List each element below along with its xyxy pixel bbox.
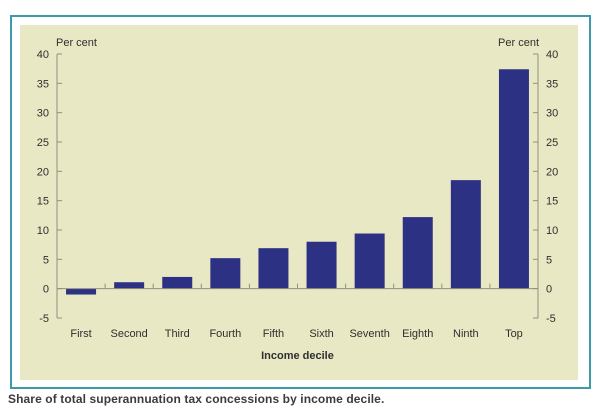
y-tick-label-left: 10 — [37, 225, 49, 237]
bar-seventh — [354, 233, 385, 289]
y-tick-label-left: 5 — [43, 254, 49, 266]
y-tick-label-left: 15 — [37, 196, 49, 208]
bar-top — [498, 69, 529, 289]
chart-panel: -5 -5 0 0 5 5 10 10 15 15 20 20 25 25 30 30 35 35 40 40 Firs… — [20, 25, 578, 380]
y-tick-label-left: 20 — [37, 166, 49, 178]
y-tick-label-right: 35 — [546, 78, 558, 90]
y-tick-label-left: 30 — [37, 108, 49, 120]
y-tick-label-right: -5 — [546, 313, 556, 325]
y-tick-label-right: 15 — [546, 196, 558, 208]
category-label: First — [70, 328, 91, 340]
bar-sixth — [306, 241, 337, 289]
y-tick-label-left: 0 — [43, 284, 49, 296]
y-tick-label-right: 5 — [546, 254, 552, 266]
bar-fifth — [258, 248, 289, 289]
category-label: Top — [505, 328, 523, 340]
bar-second — [114, 282, 145, 289]
chart-frame: -5 -5 0 0 5 5 10 10 15 15 20 20 25 25 30 30 35 35 40 40 Firs… — [10, 15, 591, 389]
y-tick-label-left: 40 — [37, 49, 49, 61]
x-axis-title: Income decile — [261, 350, 334, 362]
category-label: Third — [165, 328, 190, 340]
bar-third — [162, 276, 193, 289]
y-axis-title-right: Per cent — [498, 37, 539, 49]
bar-fourth — [210, 258, 241, 289]
category-label: Eighth — [402, 328, 433, 340]
y-tick-label-right: 20 — [546, 166, 558, 178]
y-tick-label-right: 25 — [546, 137, 558, 149]
category-label: Seventh — [349, 328, 389, 340]
category-label: Second — [110, 328, 147, 340]
bar-ninth — [450, 180, 481, 289]
category-label: Ninth — [453, 328, 479, 340]
y-tick-label-right: 0 — [546, 284, 552, 296]
bar-eighth — [402, 217, 433, 289]
figure-caption: Share of total superannuation tax conces… — [8, 392, 385, 406]
bar-chart: -5 -5 0 0 5 5 10 10 15 15 20 20 25 25 30 30 35 35 40 40 Firs… — [37, 37, 559, 362]
y-axis-title-left: Per cent — [56, 37, 97, 49]
y-tick-label-right: 30 — [546, 108, 558, 120]
y-tick-label-left: 35 — [37, 78, 49, 90]
y-tick-label-left: 25 — [37, 137, 49, 149]
y-tick-label-right: 40 — [546, 49, 558, 61]
category-label: Fourth — [209, 328, 241, 340]
category-label: Sixth — [309, 328, 333, 340]
bar-first — [66, 288, 97, 295]
category-label: Fifth — [263, 328, 284, 340]
y-tick-label-left: -5 — [39, 313, 49, 325]
y-tick-label-right: 10 — [546, 225, 558, 237]
